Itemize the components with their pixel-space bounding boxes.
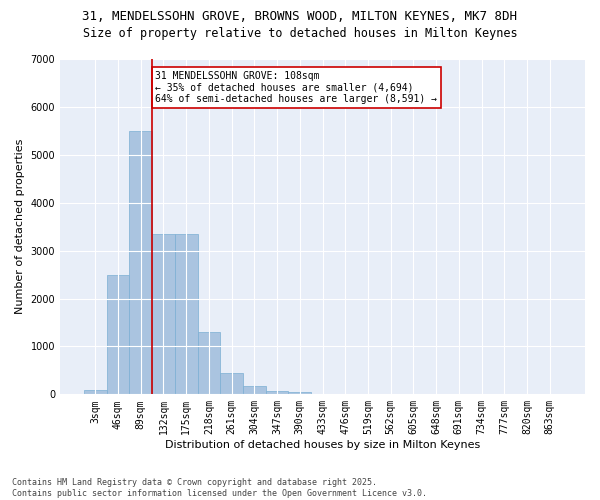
Text: Contains HM Land Registry data © Crown copyright and database right 2025.
Contai: Contains HM Land Registry data © Crown c… — [12, 478, 427, 498]
Bar — [84, 390, 107, 394]
Bar — [289, 392, 311, 394]
Text: 31 MENDELSSOHN GROVE: 108sqm
← 35% of detached houses are smaller (4,694)
64% of: 31 MENDELSSOHN GROVE: 108sqm ← 35% of de… — [155, 71, 437, 104]
Bar — [107, 274, 130, 394]
Bar — [243, 386, 266, 394]
Bar — [175, 234, 197, 394]
Bar — [197, 332, 220, 394]
Bar — [130, 131, 152, 394]
X-axis label: Distribution of detached houses by size in Milton Keynes: Distribution of detached houses by size … — [165, 440, 480, 450]
Text: 31, MENDELSSOHN GROVE, BROWNS WOOD, MILTON KEYNES, MK7 8DH: 31, MENDELSSOHN GROVE, BROWNS WOOD, MILT… — [83, 10, 517, 23]
Text: Size of property relative to detached houses in Milton Keynes: Size of property relative to detached ho… — [83, 28, 517, 40]
Bar — [152, 234, 175, 394]
Y-axis label: Number of detached properties: Number of detached properties — [15, 139, 25, 314]
Bar — [220, 373, 243, 394]
Bar — [266, 390, 289, 394]
